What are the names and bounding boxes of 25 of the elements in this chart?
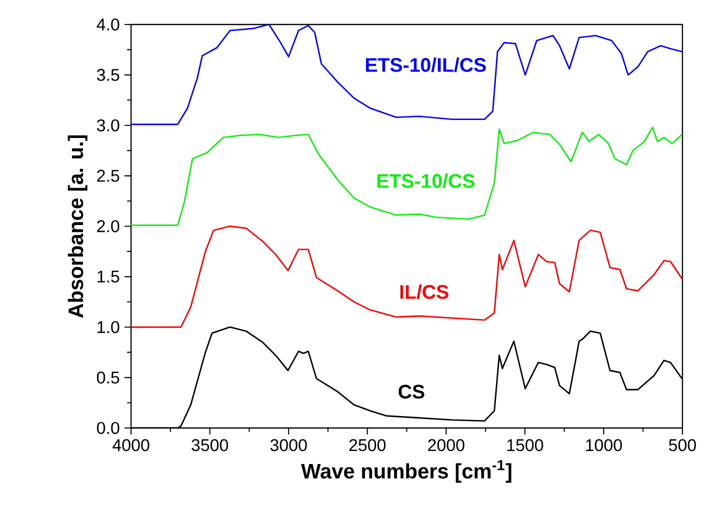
x-tick-label: 4000 — [112, 439, 150, 452]
x-tick-label: 3000 — [270, 439, 307, 452]
x-tick-label: 1500 — [507, 439, 544, 452]
y-tick-label: 1.5 — [98, 270, 120, 283]
x-axis-title: Wave numbers [cm$^{-1}$] — [301, 460, 512, 483]
series-label: IL/CS — [400, 284, 448, 300]
series-label: ETS-10/CS — [377, 173, 474, 188]
x-tick-label: 2500 — [349, 439, 386, 452]
series-label: CS — [398, 384, 424, 399]
x-tick-label: 500 — [668, 439, 696, 452]
y-tick-label: 0.5 — [96, 371, 120, 384]
y-tick-label: 3.5 — [96, 68, 120, 81]
y-tick-label: 1.0 — [98, 321, 120, 334]
series-label: ETS-10/IL/CS — [366, 57, 486, 72]
x-tick-label: 2000 — [428, 439, 464, 452]
y-tick-label: 4.0 — [96, 18, 120, 30]
y-tick-label: 2.5 — [97, 170, 120, 182]
x-tick-label: 3500 — [192, 439, 228, 452]
line-series — [131, 24, 682, 125]
line-series — [131, 126, 682, 226]
y-axis-title: Absorbance [a. u.] — [68, 135, 88, 318]
y-tick-label: 3.0 — [96, 119, 120, 132]
x-tick-label: 1000 — [586, 439, 622, 452]
y-tick-label: 2.0 — [97, 220, 120, 232]
y-tick-label: 0.0 — [96, 422, 120, 434]
